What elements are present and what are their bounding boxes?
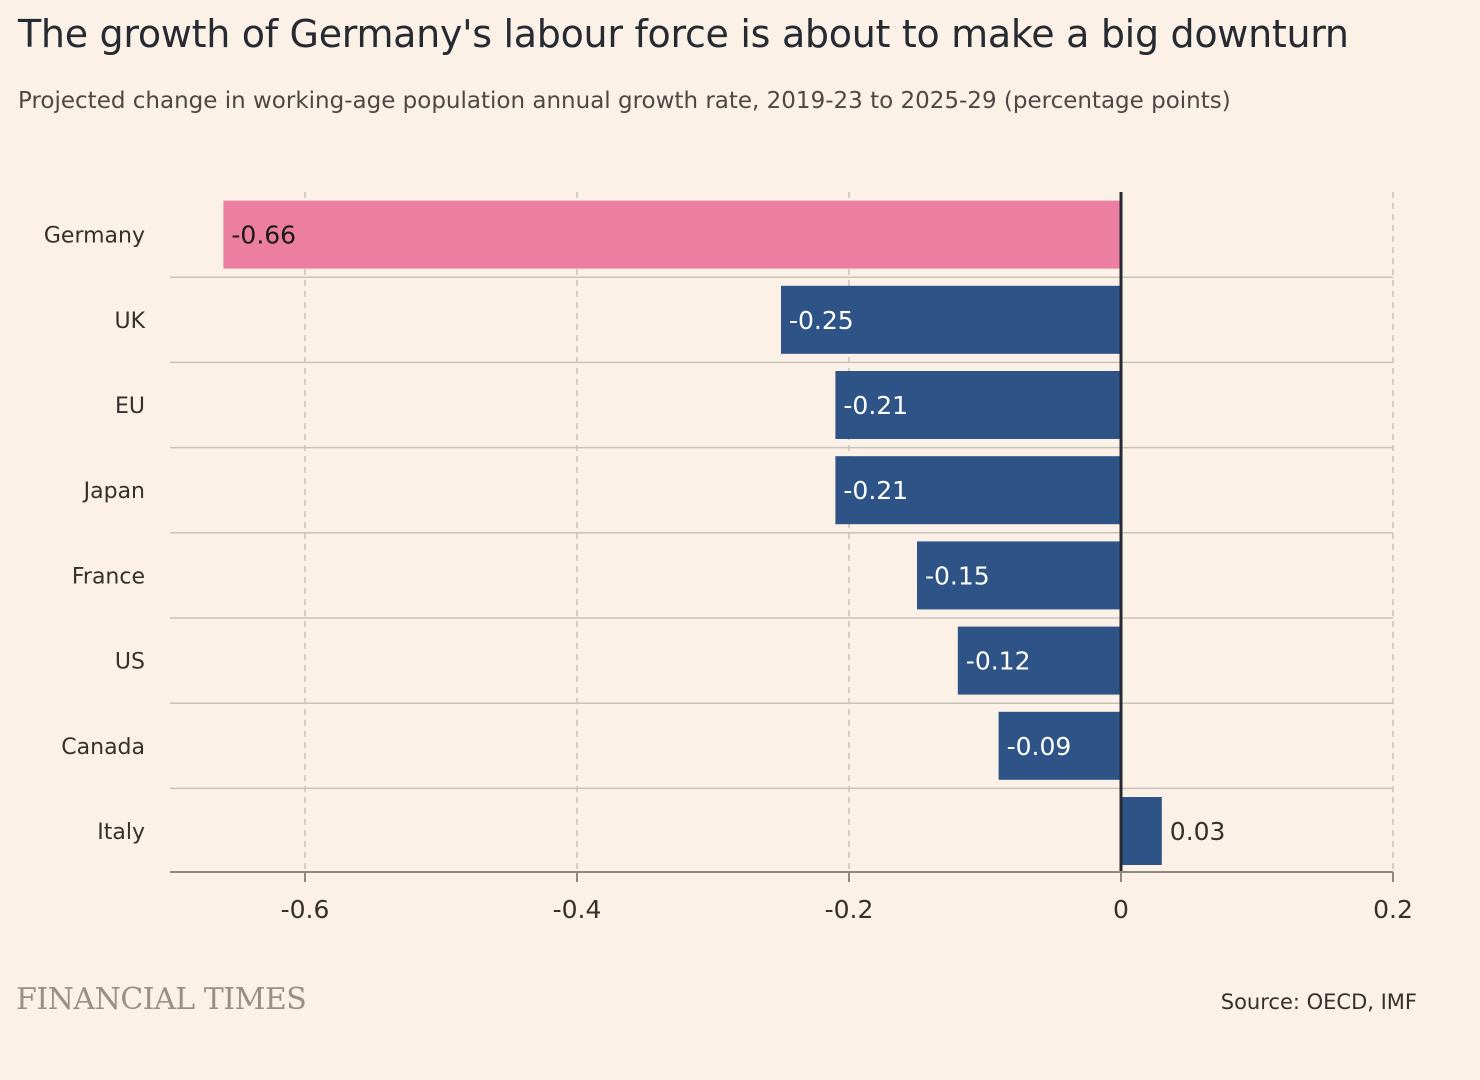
bar-eu (835, 371, 1121, 439)
category-label: US (115, 650, 145, 675)
data-label: -0.21 (843, 391, 908, 420)
data-label: -0.66 (231, 221, 296, 250)
chart-subtitle: Projected change in working-age populati… (18, 88, 1231, 114)
data-label: -0.21 (843, 476, 908, 505)
source-note: Source: OECD, IMF (1220, 990, 1417, 1014)
bar-germany (223, 200, 1121, 269)
x-tick-label: -0.6 (281, 895, 330, 924)
bar-uk (781, 285, 1121, 354)
data-label: 0.03 (1170, 817, 1226, 846)
bar-canada (998, 711, 1121, 780)
brand-logo: FINANCIAL TIMES (16, 982, 307, 1017)
category-label: France (72, 564, 145, 589)
category-label: UK (114, 309, 145, 334)
category-label: Italy (97, 820, 145, 845)
x-tick-label: -0.2 (825, 895, 874, 924)
data-label: -0.12 (966, 647, 1031, 676)
data-label: -0.25 (789, 306, 854, 335)
chart-title: The growth of Germany's labour force is … (18, 12, 1349, 56)
data-label: -0.09 (1007, 732, 1072, 761)
bar-france (917, 541, 1121, 610)
category-label: EU (115, 394, 145, 419)
category-label: Germany (44, 224, 145, 249)
category-label: Japan (82, 479, 145, 504)
x-tick-label: -0.4 (553, 895, 602, 924)
bar-us (957, 626, 1121, 695)
category-label: Canada (61, 735, 145, 760)
x-tick-label: 0 (1113, 895, 1129, 924)
x-tick-label: 0.2 (1373, 895, 1413, 924)
bar-japan (835, 456, 1121, 525)
bar-italy (1121, 797, 1162, 865)
data-label: -0.15 (925, 561, 990, 590)
